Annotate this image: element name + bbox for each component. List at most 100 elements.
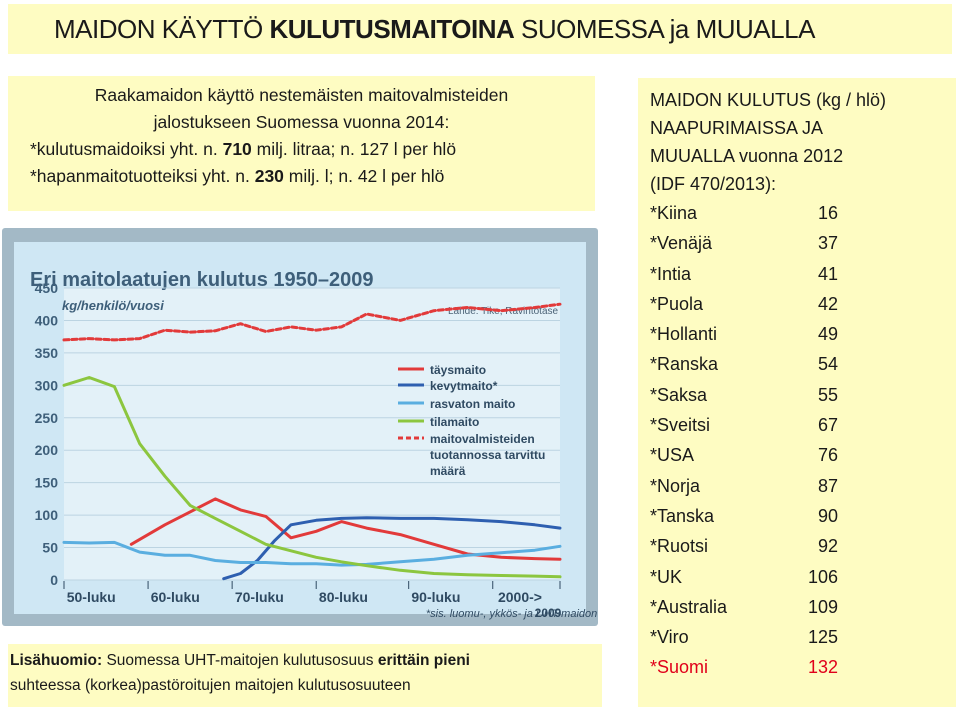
series-line-4 xyxy=(62,302,562,342)
uht-note-line-1: Lisähuomio: Suomessa UHT-maitojen kulutu… xyxy=(10,648,602,673)
y-tick-label: 450 xyxy=(35,280,59,296)
country-name: *Saksa xyxy=(650,384,708,405)
milk-consumption-chart: Eri maitolaatujen kulutus 1950–2009 kg/he… xyxy=(0,228,600,628)
country-list: *Kiina 16 *Venäjä 37 *Intia 41 *Puola 42 *Hollan… xyxy=(650,198,956,683)
note-line-3-pre: *kulutusmaidoiksi yht. n. xyxy=(30,139,223,159)
y-tick-label: 350 xyxy=(35,345,59,361)
country-name: *Hollanti xyxy=(650,324,718,345)
legend-label: kevytmaito* xyxy=(430,379,498,393)
series-line-3 xyxy=(62,376,562,579)
country-consumption-panel: MAIDON KULUTUS (kg / hlö) NAAPURIMAISSA … xyxy=(638,78,956,707)
country-value: 87 xyxy=(817,475,838,496)
y-tick-label: 50 xyxy=(42,540,58,556)
uht-note: Lisähuomio: Suomessa UHT-maitojen kulutu… xyxy=(8,644,602,707)
panel-heading-4: (IDF 470/2013): xyxy=(650,174,777,194)
country-name: *USA xyxy=(650,445,695,466)
title-post: SUOMESSA ja MUUALLA xyxy=(514,14,815,44)
y-tick-label: 250 xyxy=(35,410,59,426)
country-value: 92 xyxy=(817,536,838,557)
country-row: *Puola 42 xyxy=(650,289,956,319)
note-line-4-post: milj. l; n. 42 l per hlö xyxy=(283,166,445,186)
panel-heading-2: NAAPURIMAISSA JA xyxy=(650,118,824,138)
series-line-0 xyxy=(129,497,562,561)
country-row: *Ruotsi 92 xyxy=(650,531,956,561)
country-name: *Puola xyxy=(650,293,704,314)
country-row: *Suomi 132 xyxy=(650,652,956,682)
country-row: *Intia 41 xyxy=(650,259,956,289)
legend-label: rasvaton maito xyxy=(430,397,515,411)
country-name: *Intia xyxy=(650,263,692,284)
country-row: *Norja 87 xyxy=(650,471,956,501)
legend-label-line: maitovalmisteiden xyxy=(430,432,535,446)
country-value: 16 xyxy=(817,203,838,223)
country-name: *Australia xyxy=(650,596,728,617)
series-line-1 xyxy=(222,516,562,581)
country-row: *Ranska 54 xyxy=(650,349,956,379)
x-tick-label: 60-luku xyxy=(151,589,200,605)
country-name: *Viro xyxy=(650,627,689,648)
country-name: *Venäjä xyxy=(650,233,713,254)
y-tick-label: 100 xyxy=(35,507,59,523)
x-tick-label: 50-luku xyxy=(67,589,116,605)
y-tick-label: 0 xyxy=(50,572,58,588)
country-value: 49 xyxy=(817,324,838,345)
country-name: *Ranska xyxy=(650,354,719,375)
uht-note-bold-1: Lisähuomio: xyxy=(10,652,103,669)
country-value: 41 xyxy=(817,263,838,284)
country-value: 132 xyxy=(807,657,838,678)
note-line-2: jalostukseen Suomessa vuonna 2014: xyxy=(153,112,450,132)
y-tick-label: 400 xyxy=(35,312,59,328)
note-line-4-bold: 230 xyxy=(254,166,284,186)
country-row: *Sveitsi 67 xyxy=(650,410,956,440)
legend-label: tilamaito xyxy=(430,415,479,429)
x-tick-label: 90-luku xyxy=(411,589,460,605)
country-row: *Venäjä 37 xyxy=(650,228,956,258)
x-tick-label: 2000-> xyxy=(498,589,542,605)
y-tick-label: 150 xyxy=(35,475,59,491)
x-end-label: 2009 xyxy=(535,606,562,620)
y-tick-label: 300 xyxy=(35,377,59,393)
chart-svg: Eri maitolaatujen kulutus 1950–2009 kg/he… xyxy=(2,228,598,626)
country-name: *Norja xyxy=(650,475,701,496)
country-value: 125 xyxy=(807,627,838,648)
country-row: *Viro 125 xyxy=(650,622,956,652)
country-value: 55 xyxy=(817,384,838,405)
country-value: 76 xyxy=(817,445,838,466)
country-value: 67 xyxy=(817,415,838,436)
country-name: *UK xyxy=(650,566,683,587)
country-row: *Australia 109 xyxy=(650,592,956,622)
country-name: *Ruotsi xyxy=(650,536,709,557)
country-name: *Suomi xyxy=(650,657,709,678)
country-value: 54 xyxy=(817,354,838,375)
legend-label: täysmaito xyxy=(430,363,486,377)
uht-note-line-2: suhteessa (korkea)pastöroitujen maitojen… xyxy=(10,677,411,694)
legend-label-line: tuotannossa tarvittu xyxy=(430,448,545,462)
note-line-3-post: milj. litraa; n. 127 l per hlö xyxy=(251,139,457,159)
y-tick-label: 200 xyxy=(35,442,59,458)
title-bold: KULUTUSMAITOINA xyxy=(269,14,515,44)
uht-note-text-1: Suomessa UHT-maitojen kulutusosuus xyxy=(102,652,378,669)
country-value: 109 xyxy=(807,596,838,617)
x-tick-label: 70-luku xyxy=(235,589,284,605)
note-line-4: *hapanmaitotuotteiksi yht. n. 230 milj. … xyxy=(8,163,595,190)
note-line-3: *kulutusmaidoiksi yht. n. 710 milj. litr… xyxy=(8,136,595,163)
uht-note-bold-2: erittäin pieni xyxy=(377,652,470,669)
country-value: 42 xyxy=(817,293,838,314)
chart-footnote: *sis. luomu-, ykkös- ja UHT-maidon xyxy=(426,608,597,620)
panel-heading-1: MAIDON KULUTUS (kg / hlö) xyxy=(650,90,887,110)
country-row: *Hollanti 49 xyxy=(650,319,956,349)
country-row: *Tanska 90 xyxy=(650,501,956,531)
legend-label-line: määrä xyxy=(430,464,466,478)
note-line-1: Raakamaidon käyttö nestemäisten maitoval… xyxy=(94,85,509,105)
x-tick-label: 80-luku xyxy=(319,589,368,605)
country-value: 90 xyxy=(817,505,838,526)
country-row: *Saksa 55 xyxy=(650,380,956,410)
chart-y-axis-label: kg/henkilö/vuosi xyxy=(62,298,164,313)
domestic-usage-note: Raakamaidon käyttö nestemäisten maitoval… xyxy=(8,76,595,211)
country-row: *Kiina 16 xyxy=(650,198,956,228)
series-line-2 xyxy=(62,540,562,567)
panel-heading-3: MUUALLA vuonna 2012 xyxy=(650,146,844,166)
title-pre: MAIDON KÄYTTÖ xyxy=(54,14,270,44)
note-line-3-bold: 710 xyxy=(222,139,252,159)
note-line-4-pre: *hapanmaitotuotteiksi yht. n. xyxy=(30,166,255,186)
